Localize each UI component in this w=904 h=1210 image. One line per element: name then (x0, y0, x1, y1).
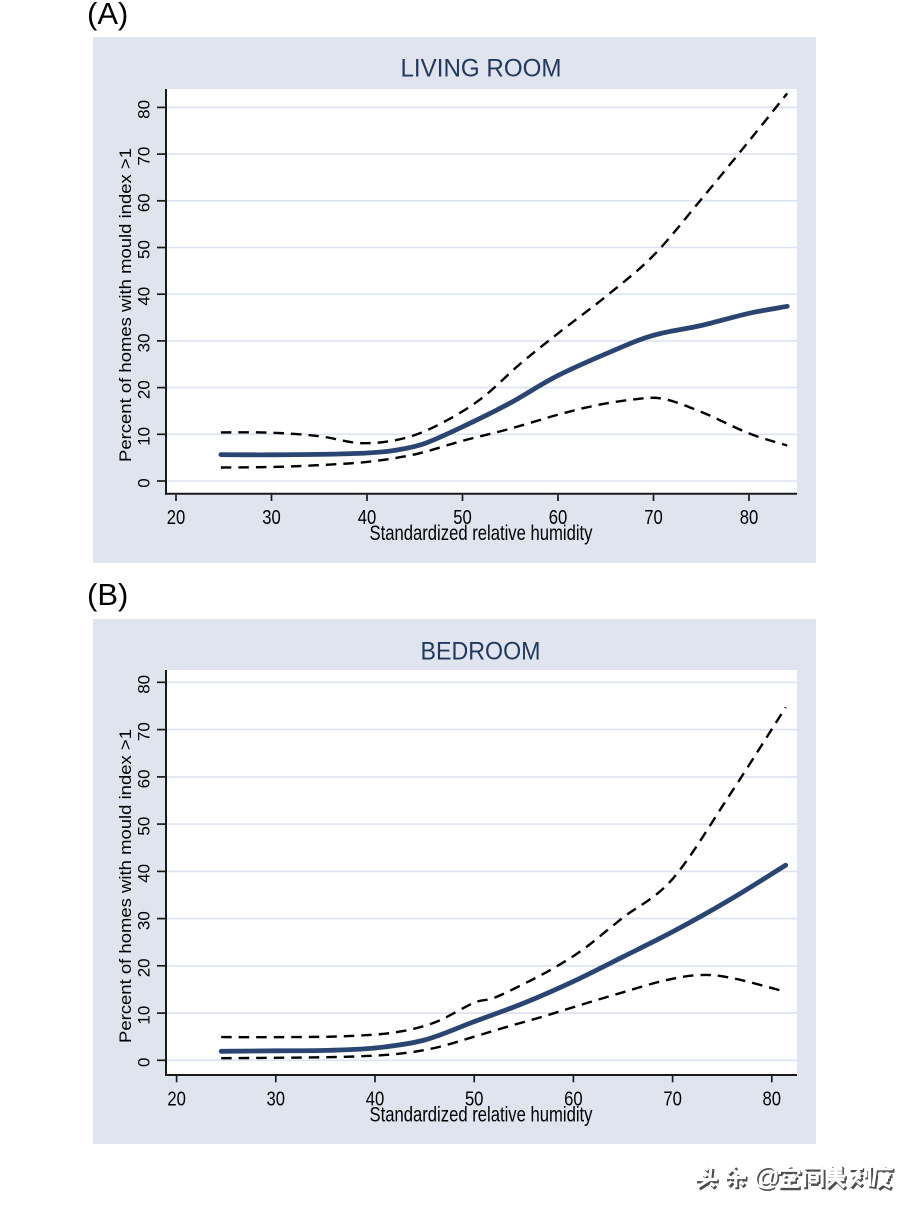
svg-text:80: 80 (763, 1088, 782, 1111)
svg-text:60: 60 (564, 1088, 583, 1111)
svg-text:30: 30 (262, 506, 281, 529)
svg-text:@: @ (755, 1163, 782, 1193)
svg-text:50: 50 (453, 506, 472, 529)
svg-text:Percent of homes with mould in: Percent of homes with mould index >1 (116, 148, 135, 462)
svg-text:Percent of homes with mould in: Percent of homes with mould index >1 (116, 729, 135, 1043)
svg-text:10: 10 (135, 1006, 154, 1025)
svg-text:60: 60 (135, 193, 154, 212)
svg-text:40: 40 (135, 287, 154, 306)
svg-text:70: 70 (663, 1088, 682, 1111)
svg-text:10: 10 (135, 427, 154, 446)
svg-text:70: 70 (644, 506, 663, 529)
svg-text:40: 40 (135, 864, 154, 883)
svg-text:20: 20 (135, 380, 154, 399)
svg-text:(B): (B) (87, 577, 128, 612)
svg-text:20: 20 (135, 958, 154, 977)
svg-text:LIVING ROOM: LIVING ROOM (401, 55, 562, 83)
svg-text:BEDROOM: BEDROOM (421, 638, 541, 666)
svg-text:(A): (A) (87, 0, 128, 31)
svg-text:40: 40 (358, 506, 377, 529)
svg-text:50: 50 (465, 1088, 484, 1111)
svg-text:40: 40 (366, 1088, 385, 1111)
svg-text:30: 30 (267, 1088, 286, 1111)
svg-text:30: 30 (135, 911, 154, 930)
svg-text:60: 60 (549, 506, 568, 529)
svg-text:70: 70 (135, 722, 154, 741)
svg-text:80: 80 (740, 506, 759, 529)
svg-text:80: 80 (135, 675, 154, 694)
svg-text:Standardized relative humidity: Standardized relative humidity (370, 1103, 593, 1127)
svg-text:30: 30 (135, 333, 154, 352)
svg-text:80: 80 (135, 100, 154, 119)
svg-text:50: 50 (135, 240, 154, 259)
svg-text:50: 50 (135, 817, 154, 836)
svg-text:@: @ (753, 1161, 780, 1191)
svg-text:0: 0 (135, 1058, 154, 1067)
svg-text:Standardized relative humidity: Standardized relative humidity (370, 521, 593, 545)
svg-text:60: 60 (135, 769, 154, 788)
svg-text:70: 70 (135, 147, 154, 166)
svg-text:0: 0 (135, 478, 154, 487)
svg-text:20: 20 (167, 1088, 186, 1111)
svg-text:20: 20 (167, 506, 186, 529)
